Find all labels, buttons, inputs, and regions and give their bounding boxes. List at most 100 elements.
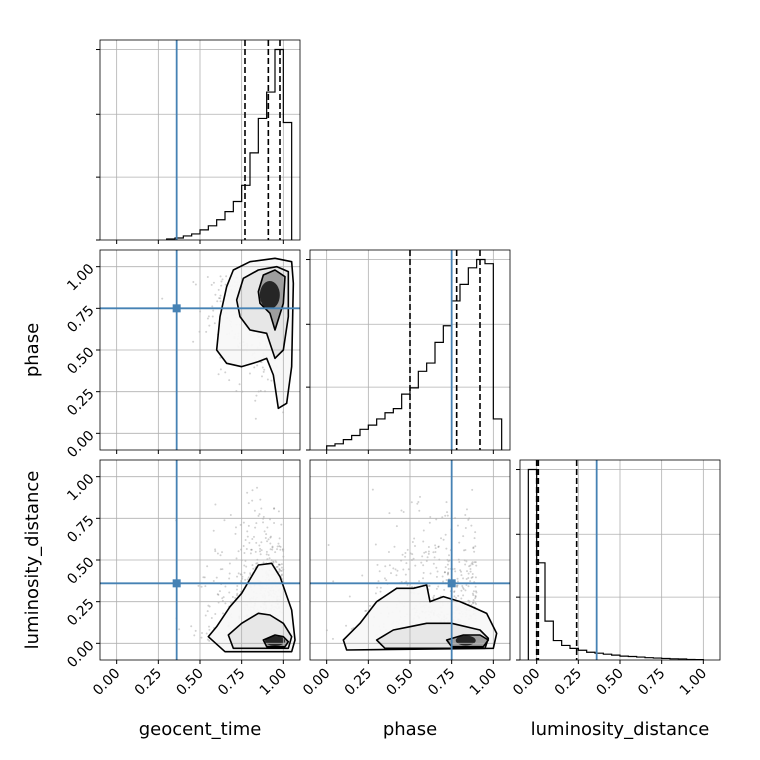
sample-point [446, 573, 449, 576]
sample-point [419, 495, 422, 498]
sample-point [216, 593, 219, 596]
sample-point [263, 368, 266, 371]
density-peak [259, 281, 280, 309]
sample-point [462, 577, 465, 580]
x-axis-title-geocent-time: geocent_time [139, 719, 262, 740]
sample-point [219, 356, 222, 359]
sample-point [345, 624, 348, 627]
sample-point [459, 569, 462, 572]
sample-point [224, 602, 227, 605]
sample-point [262, 515, 265, 518]
sample-point [378, 570, 381, 573]
sample-point [221, 597, 224, 600]
panel-frame [519, 459, 721, 661]
histogram-luminosity-distance [527, 468, 704, 660]
sample-point [261, 366, 264, 369]
sample-point [464, 548, 467, 551]
sample-point [272, 560, 275, 563]
sample-point [445, 579, 448, 582]
sample-point [411, 585, 414, 588]
sample-point [253, 366, 256, 369]
sample-point [460, 570, 463, 573]
sample-point [443, 571, 446, 574]
sample-point [467, 572, 470, 575]
sample-point [472, 602, 475, 605]
sample-point [219, 300, 222, 303]
sample-point [251, 499, 254, 502]
sample-point [365, 609, 368, 612]
sample-point [467, 585, 470, 588]
sample-point [383, 577, 386, 580]
sample-point [271, 548, 274, 551]
sample-point [464, 589, 467, 592]
sample-point [214, 548, 217, 551]
sample-point [374, 592, 377, 595]
sample-point [331, 637, 334, 640]
sample-point [206, 317, 209, 320]
sample-point [434, 544, 437, 547]
sample-point [457, 594, 460, 597]
sample-point [276, 565, 279, 568]
sample-point [445, 547, 448, 550]
sample-point [247, 502, 250, 505]
sample-point [469, 568, 472, 571]
sample-point [221, 278, 224, 281]
sample-point [443, 588, 446, 591]
sample-point [275, 561, 278, 564]
sample-point [193, 634, 196, 637]
sample-point [404, 551, 407, 554]
sample-point [219, 554, 222, 557]
sample-point [258, 513, 261, 516]
sample-point [208, 639, 211, 642]
sample-point [460, 597, 463, 600]
sample-point [246, 578, 249, 581]
sample-point [259, 547, 262, 550]
sample-point [219, 568, 222, 571]
sample-point [332, 580, 335, 583]
sample-point [249, 572, 252, 575]
sample-point [200, 585, 203, 588]
sample-point [205, 330, 208, 333]
sample-point [273, 507, 276, 510]
sample-point [437, 585, 440, 588]
sample-point [394, 568, 397, 571]
sample-point [252, 535, 255, 538]
sample-point [206, 565, 209, 568]
sample-point [239, 590, 242, 593]
sample-point [214, 612, 217, 615]
sample-point [254, 417, 257, 420]
sample-point [217, 373, 220, 376]
sample-point [462, 549, 465, 552]
sample-point [405, 562, 408, 565]
sample-point [462, 535, 465, 538]
sample-point [210, 283, 213, 286]
y-tick-label: 1.00 [64, 261, 97, 294]
sample-point [447, 560, 450, 563]
sample-point [201, 631, 204, 634]
sample-point [276, 548, 279, 551]
sample-point [244, 578, 247, 581]
sample-point [456, 580, 459, 583]
sample-point [411, 553, 414, 556]
sample-point [442, 580, 445, 583]
sample-point [236, 592, 239, 595]
truth-marker [172, 304, 181, 313]
sample-point [228, 572, 231, 575]
x-tick-label: 0.25 [552, 666, 585, 699]
sample-point [471, 488, 474, 491]
panel-frame [99, 249, 301, 451]
sample-point [428, 584, 431, 587]
sample-point [418, 509, 421, 512]
sample-point [384, 565, 387, 568]
sample-point [427, 585, 430, 588]
sample-point [265, 550, 268, 553]
sample-point [262, 370, 265, 373]
sample-point [212, 529, 215, 532]
sample-point [246, 530, 249, 533]
sample-point [251, 489, 254, 492]
sample-point [416, 502, 419, 505]
sample-point [444, 514, 447, 517]
sample-point [271, 546, 274, 549]
sample-point [447, 567, 450, 570]
sample-point [190, 625, 193, 628]
